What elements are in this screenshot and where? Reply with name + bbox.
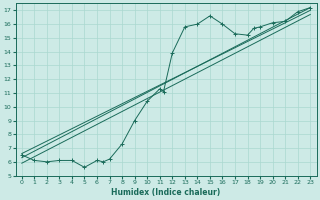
- X-axis label: Humidex (Indice chaleur): Humidex (Indice chaleur): [111, 188, 221, 197]
